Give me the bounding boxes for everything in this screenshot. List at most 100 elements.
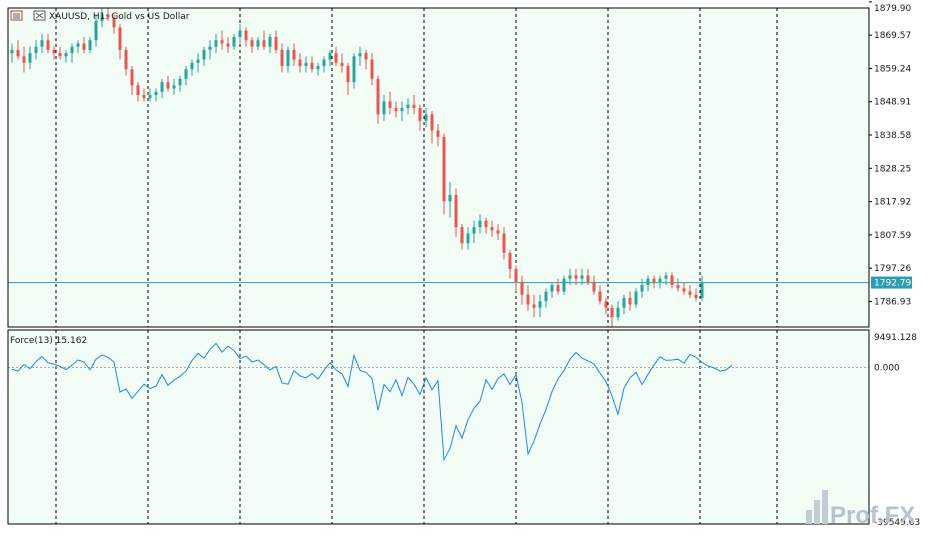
current-price-box xyxy=(871,276,912,289)
logo-text: Prof.FX xyxy=(830,502,915,529)
candle-body xyxy=(424,114,428,121)
candle-34 xyxy=(214,33,218,54)
candle-79 xyxy=(484,217,488,234)
candle-body xyxy=(694,294,698,298)
candle-76 xyxy=(466,227,470,250)
candle-77 xyxy=(472,220,476,244)
candle-body xyxy=(688,291,692,295)
candle-body xyxy=(58,53,62,57)
candle-92 xyxy=(562,275,566,295)
bar-chart-logo-icon xyxy=(806,490,828,524)
candle-body xyxy=(610,307,614,318)
candle-18 xyxy=(118,24,122,60)
candle-body xyxy=(160,82,164,92)
current-price-tag: 1792.79 xyxy=(871,276,912,289)
candle-65 xyxy=(400,101,404,121)
candle-body xyxy=(100,14,104,21)
candle-body xyxy=(538,301,542,308)
candle-body xyxy=(292,49,296,60)
candle-body xyxy=(190,62,194,70)
price-tick-label: 1869.57 xyxy=(874,31,911,41)
candle-body xyxy=(562,278,566,292)
candle-body xyxy=(334,53,338,63)
candle-48 xyxy=(298,53,302,73)
candle-body xyxy=(652,278,656,282)
candle-body xyxy=(328,53,332,60)
candle-body xyxy=(202,49,206,60)
candle-45 xyxy=(280,43,284,73)
price-tick-label: 1838.58 xyxy=(874,131,911,141)
candle-body xyxy=(220,40,224,44)
price-tick-label: 1797.26 xyxy=(874,264,911,274)
candle-body xyxy=(514,269,518,282)
candle-21 xyxy=(136,82,140,102)
candle-body xyxy=(490,227,494,231)
candle-55 xyxy=(340,53,344,73)
candle-body xyxy=(460,227,464,244)
candle-body xyxy=(136,85,140,95)
candle-body xyxy=(628,298,632,305)
main-chart-frame xyxy=(7,7,870,328)
candle-body xyxy=(22,56,26,63)
candle-50 xyxy=(310,56,314,73)
candle-body xyxy=(370,59,374,79)
candle-85 xyxy=(520,275,524,305)
candle-12 xyxy=(82,37,86,54)
indicator-label: Force(13) 15.162 xyxy=(10,336,87,346)
candle-body xyxy=(88,40,92,50)
candle-body xyxy=(214,40,218,47)
candle-body xyxy=(226,43,230,47)
candle-body xyxy=(700,281,704,298)
candle-body xyxy=(466,233,470,244)
candle-body xyxy=(112,17,116,28)
candle-body xyxy=(586,275,590,282)
candle-67 xyxy=(412,95,416,115)
candle-94 xyxy=(574,269,578,286)
candle-32 xyxy=(202,46,206,66)
indicator-tick-label: 9491.128 xyxy=(874,333,917,343)
candle-11 xyxy=(76,40,80,54)
candle-body xyxy=(178,78,182,86)
indicator-chart-frame xyxy=(7,329,870,525)
candle-body xyxy=(280,49,284,66)
candle-6 xyxy=(46,33,50,54)
current-price-label: 1792.79 xyxy=(874,279,911,289)
candle-64 xyxy=(394,101,398,118)
main-chart-area[interactable] xyxy=(8,8,869,327)
indicator-chart-area[interactable] xyxy=(8,330,869,524)
candle-body xyxy=(520,281,524,295)
candle-52 xyxy=(322,56,326,73)
candle-body xyxy=(568,275,572,279)
candle-81 xyxy=(496,223,500,240)
candle-body xyxy=(400,107,404,112)
candle-body xyxy=(52,49,56,54)
candle-body xyxy=(418,107,422,121)
candle-66 xyxy=(406,98,410,115)
candle-58 xyxy=(358,46,362,66)
candle-87 xyxy=(532,294,536,318)
candle-38 xyxy=(238,24,242,44)
candle-115 xyxy=(700,275,704,302)
candle-body xyxy=(382,101,386,115)
indicator-tick-label: -39549.63 xyxy=(874,518,920,528)
candle-97 xyxy=(592,275,596,295)
candle-body xyxy=(364,53,368,60)
candle-42 xyxy=(262,30,266,50)
candle-14 xyxy=(94,14,98,47)
candle-8 xyxy=(58,46,62,60)
candle-114 xyxy=(694,288,698,302)
candle-107 xyxy=(652,275,656,289)
candle-68 xyxy=(418,104,422,131)
force-index-line xyxy=(11,342,733,462)
candle-20 xyxy=(130,66,134,95)
candle-body xyxy=(526,294,530,305)
candle-body xyxy=(484,220,488,228)
candle-108 xyxy=(658,275,662,289)
candle-57 xyxy=(352,53,356,89)
candle-body xyxy=(10,49,14,54)
candle-body xyxy=(232,37,236,47)
candle-body xyxy=(238,30,242,37)
candle-96 xyxy=(586,269,590,286)
candle-25 xyxy=(160,78,164,99)
candle-28 xyxy=(178,75,182,92)
